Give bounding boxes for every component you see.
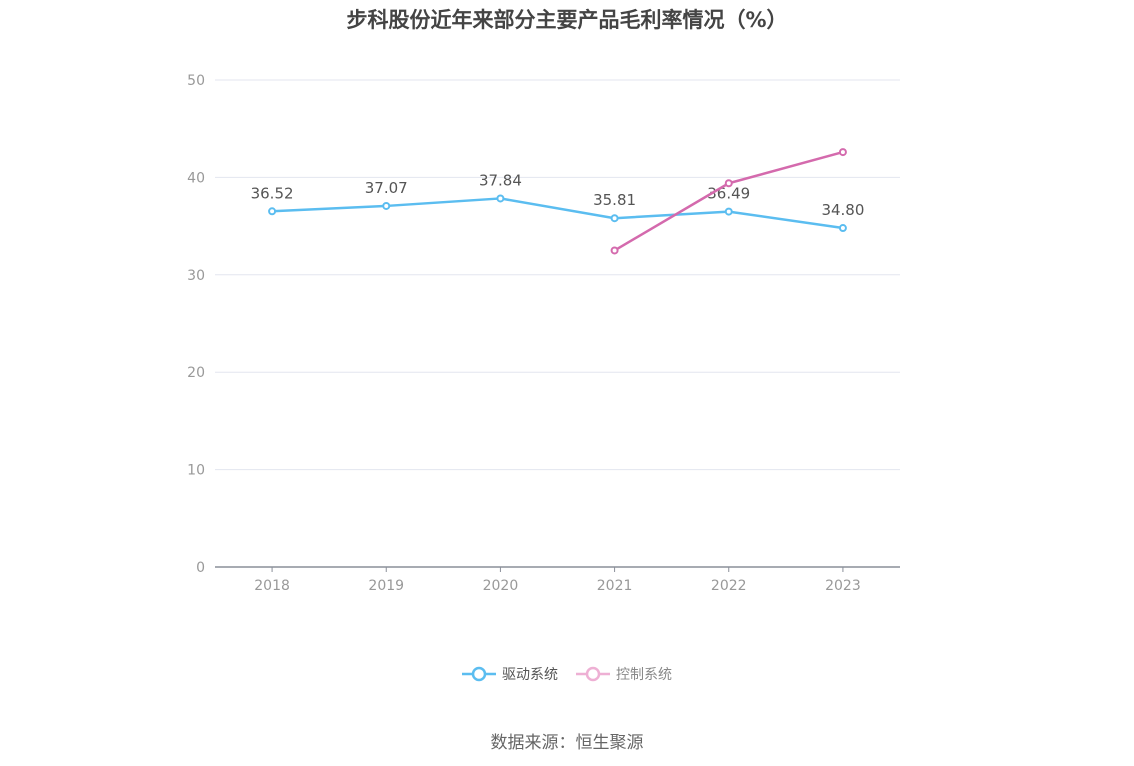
x-tick-label: 2018	[254, 578, 290, 594]
data-point	[382, 201, 391, 210]
y-tick-label: 50	[187, 73, 205, 89]
y-tick-label: 30	[187, 268, 205, 284]
chart-title: 步科股份近年来部分主要产品毛利率情况（%）	[346, 8, 788, 32]
data-point	[610, 214, 619, 223]
data-point	[724, 207, 733, 216]
data-label: 35.81	[593, 191, 636, 209]
data-label: 36.49	[707, 185, 750, 203]
data-label: 37.07	[365, 179, 408, 197]
data-point	[496, 194, 505, 203]
x-tick-label: 2020	[483, 578, 519, 594]
y-tick-label: 20	[187, 365, 205, 381]
legend-swatch-drive-icon	[462, 666, 496, 682]
legend: 驱动系统 控制系统	[0, 664, 1134, 684]
data-label: 36.52	[251, 184, 294, 202]
y-tick-label: 10	[187, 463, 205, 479]
data-label: 34.80	[821, 201, 864, 219]
data-source: 数据来源：恒生聚源	[490, 733, 644, 753]
x-tick-label: 2019	[368, 578, 404, 594]
data-point	[610, 246, 619, 255]
legend-label-drive: 驱动系统	[502, 667, 558, 683]
series-line	[272, 197, 844, 230]
x-tick-label: 2023	[825, 578, 861, 594]
legend-item-control[interactable]: 控制系统	[576, 664, 672, 684]
legend-swatch-control-icon	[576, 666, 610, 682]
data-label: 37.84	[479, 171, 522, 189]
legend-label-control: 控制系统	[616, 667, 672, 683]
y-tick-label: 0	[196, 560, 205, 576]
y-tick-label: 40	[187, 170, 205, 186]
legend-item-drive[interactable]: 驱动系统	[462, 664, 558, 684]
data-point	[268, 207, 277, 216]
data-point	[724, 179, 733, 188]
data-point	[838, 224, 847, 233]
x-tick-label: 2021	[597, 578, 633, 594]
data-point	[838, 148, 847, 157]
x-tick-label: 2022	[711, 578, 747, 594]
